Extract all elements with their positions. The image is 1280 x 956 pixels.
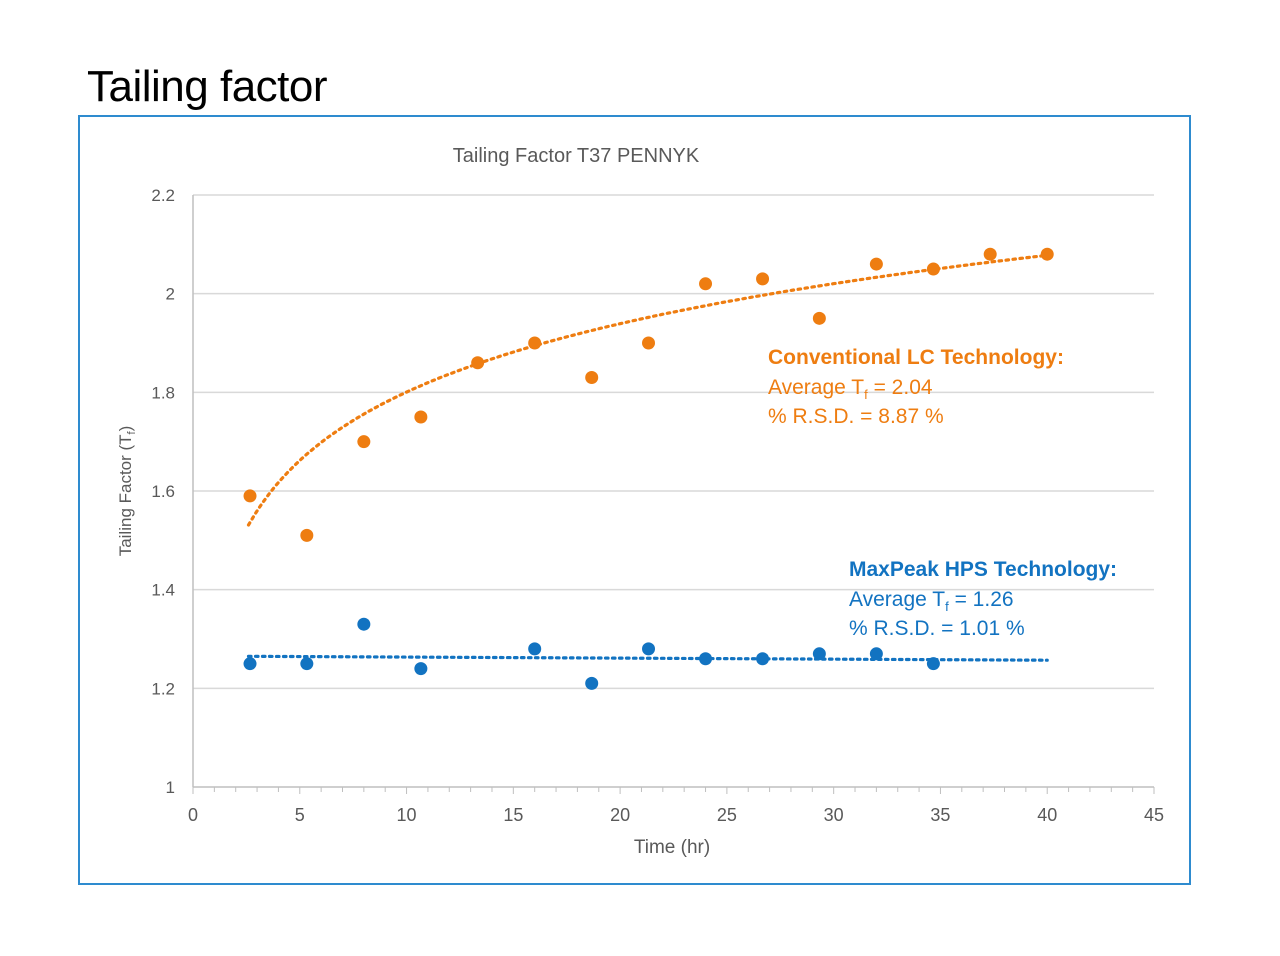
y-tick-label: 1.4	[151, 581, 175, 600]
data-point-conventional	[471, 356, 485, 370]
gridlines	[193, 194, 1154, 690]
data-point-conventional	[812, 311, 826, 325]
annotation-maxpeak-heading: MaxPeak HPS Technology:	[849, 558, 1117, 581]
y-axis-label: Tailing Factor (Tf)	[116, 426, 138, 557]
data-point-conventional	[243, 489, 257, 503]
y-axis-label-end: )	[116, 426, 135, 432]
x-tick-label: 5	[295, 805, 305, 825]
trendline-maxpeak	[246, 654, 1049, 662]
y-axis-label-main: Tailing Factor (T	[116, 434, 135, 556]
annotation-conventional-rsd: % R.S.D. = 8.87 %	[768, 405, 944, 428]
data-point-conventional	[642, 336, 656, 350]
data-point-maxpeak	[243, 657, 257, 671]
annotation-conventional: Conventional LC Technology: Average Tf =…	[768, 346, 1064, 428]
data-point-conventional	[983, 247, 997, 261]
y-tick-label: 1	[166, 778, 175, 797]
data-point-maxpeak	[699, 652, 713, 666]
annotation-maxpeak-avg-value: = 1.26	[949, 588, 1014, 611]
data-point-conventional	[1040, 247, 1054, 261]
y-tick-label: 2.2	[151, 186, 175, 205]
data-point-maxpeak	[642, 642, 656, 656]
trendlines	[246, 253, 1049, 662]
data-point-maxpeak	[812, 647, 826, 661]
y-tick-label: 2	[166, 285, 175, 304]
x-tick-label: 25	[717, 805, 737, 825]
data-point-conventional	[414, 410, 428, 424]
y-axis-label-sub: f	[126, 430, 138, 434]
x-tick-label: 40	[1037, 805, 1057, 825]
y-tick-label: 1.6	[151, 482, 175, 501]
axes	[192, 195, 1155, 794]
x-axis-tick-labels: 0 5 10 15 20 25 30 35 40 45	[188, 805, 1164, 825]
annotation-maxpeak-average: Average Tf = 1.26	[849, 588, 1014, 614]
data-point-maxpeak	[357, 617, 371, 631]
chart-title: Tailing Factor T37 PENNYK	[453, 145, 700, 167]
data-point-maxpeak	[756, 652, 770, 666]
data-point-conventional	[357, 435, 371, 449]
data-point-maxpeak	[528, 642, 542, 656]
annotation-maxpeak-avg-sub: f	[945, 599, 949, 614]
data-point-conventional	[869, 257, 883, 271]
x-tick-label: 10	[397, 805, 417, 825]
data-point-maxpeak	[869, 647, 883, 661]
annotation-conventional-heading: Conventional LC Technology:	[768, 346, 1064, 369]
annotation-conventional-avg-value: = 2.04	[868, 376, 933, 399]
annotation-maxpeak: MaxPeak HPS Technology: Average Tf = 1.2…	[849, 558, 1117, 640]
data-point-conventional	[585, 371, 599, 385]
data-point-conventional	[528, 336, 542, 350]
data-point-maxpeak	[926, 657, 940, 671]
annotation-maxpeak-avg-prefix: Average T	[849, 588, 945, 611]
data-point-maxpeak	[585, 676, 599, 690]
y-tick-label: 1.2	[151, 679, 175, 698]
x-tick-label: 35	[930, 805, 950, 825]
data-point-conventional	[756, 272, 770, 286]
data-points	[243, 247, 1054, 690]
annotation-maxpeak-rsd: % R.S.D. = 1.01 %	[849, 617, 1025, 640]
x-tick-label: 30	[824, 805, 844, 825]
x-tick-label: 45	[1144, 805, 1164, 825]
slide-title: Tailing factor	[87, 62, 328, 111]
data-point-conventional	[699, 277, 713, 291]
data-point-conventional	[300, 528, 314, 542]
y-tick-label: 1.8	[151, 383, 175, 402]
data-point-maxpeak	[414, 662, 428, 676]
x-axis-label: Time (hr)	[634, 837, 710, 858]
annotation-conventional-avg-prefix: Average T	[768, 376, 864, 399]
data-point-conventional	[926, 262, 940, 276]
y-axis-tick-labels: 1 1.2 1.4 1.6 1.8 2 2.2	[151, 186, 175, 797]
data-point-maxpeak	[300, 657, 314, 671]
x-tick-label: 20	[610, 805, 630, 825]
annotation-conventional-average: Average Tf = 2.04	[768, 376, 933, 402]
x-tick-label: 15	[503, 805, 523, 825]
x-tick-label: 0	[188, 805, 198, 825]
annotation-conventional-avg-sub: f	[864, 387, 868, 402]
trendline-conventional	[246, 253, 1049, 527]
